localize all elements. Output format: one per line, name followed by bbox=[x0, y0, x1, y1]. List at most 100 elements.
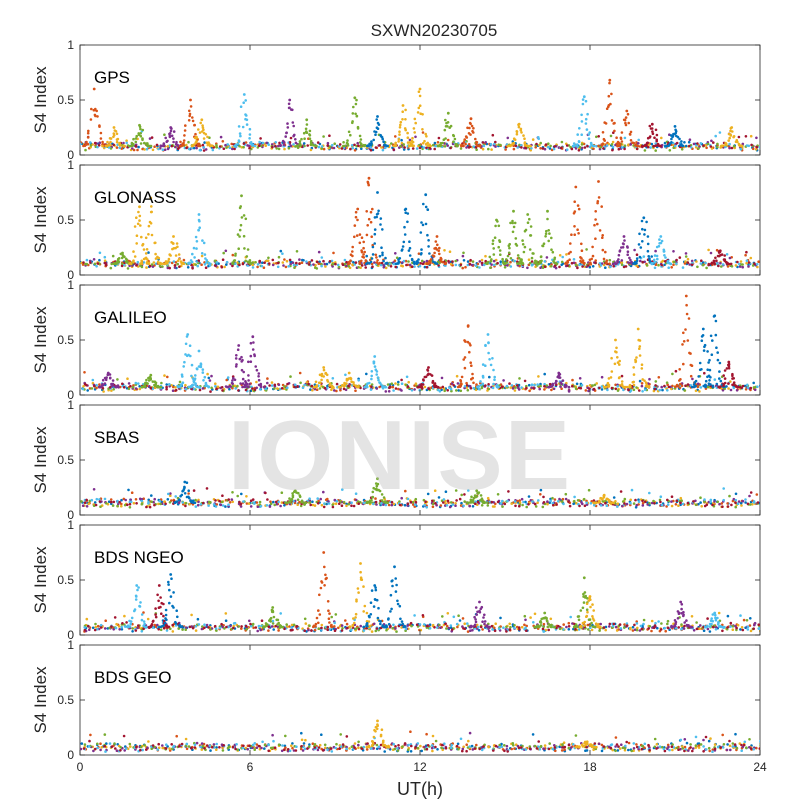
data-point bbox=[112, 504, 115, 507]
data-point bbox=[242, 101, 245, 104]
data-point bbox=[508, 243, 511, 246]
data-point bbox=[202, 371, 205, 374]
data-point bbox=[516, 130, 519, 133]
data-point bbox=[454, 260, 457, 263]
data-point bbox=[215, 505, 218, 508]
data-point bbox=[712, 386, 715, 389]
data-point bbox=[545, 143, 548, 146]
data-point bbox=[438, 247, 441, 250]
data-point bbox=[381, 254, 384, 257]
data-point bbox=[277, 266, 280, 269]
data-point bbox=[370, 261, 373, 264]
data-point bbox=[696, 266, 699, 269]
data-point bbox=[674, 125, 677, 128]
data-point bbox=[705, 144, 708, 147]
data-point bbox=[147, 501, 150, 504]
data-point bbox=[471, 125, 474, 128]
data-point bbox=[609, 501, 612, 504]
data-point bbox=[588, 489, 591, 492]
data-point bbox=[90, 118, 93, 121]
data-point bbox=[497, 501, 500, 504]
data-point bbox=[351, 144, 354, 147]
data-point bbox=[678, 368, 681, 371]
data-point bbox=[433, 252, 436, 255]
data-point bbox=[134, 255, 137, 258]
data-point bbox=[475, 489, 478, 492]
data-point bbox=[638, 389, 641, 392]
data-point bbox=[482, 148, 485, 151]
data-point bbox=[514, 139, 517, 142]
data-point bbox=[508, 252, 511, 255]
data-point bbox=[135, 498, 138, 501]
data-point bbox=[305, 118, 308, 121]
data-point bbox=[623, 235, 626, 238]
data-point bbox=[690, 364, 693, 367]
data-point bbox=[153, 504, 156, 507]
data-point bbox=[108, 143, 111, 146]
data-point bbox=[641, 240, 644, 243]
data-point bbox=[197, 259, 200, 262]
data-point bbox=[357, 127, 360, 130]
data-point bbox=[639, 345, 642, 348]
data-point bbox=[135, 502, 138, 505]
data-point bbox=[303, 137, 306, 140]
data-point bbox=[597, 135, 600, 138]
data-point bbox=[333, 142, 336, 145]
data-point bbox=[164, 503, 167, 506]
data-point bbox=[400, 121, 403, 124]
data-point bbox=[86, 259, 89, 262]
data-point bbox=[641, 382, 644, 385]
data-point bbox=[353, 96, 356, 99]
data-point bbox=[482, 375, 485, 378]
data-point bbox=[197, 501, 200, 504]
data-point bbox=[394, 382, 397, 385]
data-point bbox=[742, 385, 745, 388]
data-point bbox=[244, 384, 247, 387]
data-point bbox=[426, 234, 429, 237]
data-point bbox=[187, 492, 190, 495]
data-point bbox=[115, 386, 118, 389]
data-point bbox=[310, 149, 313, 152]
data-point bbox=[447, 500, 450, 503]
data-point bbox=[652, 500, 655, 503]
data-point bbox=[240, 505, 243, 508]
data-point bbox=[377, 210, 380, 213]
data-point bbox=[681, 343, 684, 346]
data-point bbox=[351, 246, 354, 249]
data-point bbox=[338, 502, 341, 505]
data-point bbox=[648, 502, 651, 505]
data-point bbox=[273, 387, 276, 390]
data-point bbox=[364, 266, 367, 269]
data-point bbox=[188, 119, 191, 122]
data-point bbox=[635, 504, 638, 507]
data-point bbox=[592, 265, 595, 268]
data-point bbox=[588, 387, 591, 390]
data-point bbox=[707, 143, 710, 146]
data-point bbox=[270, 503, 273, 506]
data-point bbox=[324, 265, 327, 268]
data-point bbox=[512, 231, 515, 234]
data-point bbox=[400, 389, 403, 392]
data-point bbox=[188, 110, 191, 113]
data-point bbox=[260, 386, 263, 389]
data-point bbox=[85, 141, 88, 144]
data-point bbox=[316, 497, 319, 500]
data-point bbox=[550, 265, 553, 268]
data-point bbox=[518, 377, 521, 380]
data-point bbox=[243, 142, 246, 145]
data-point bbox=[481, 387, 484, 390]
data-point bbox=[383, 496, 386, 499]
data-point bbox=[128, 388, 131, 391]
data-point bbox=[374, 133, 377, 136]
data-point bbox=[286, 260, 289, 263]
data-point bbox=[331, 386, 334, 389]
data-point bbox=[617, 258, 620, 261]
data-point bbox=[90, 144, 93, 147]
data-point bbox=[195, 140, 198, 143]
data-point bbox=[246, 119, 249, 122]
data-point bbox=[355, 216, 358, 219]
data-point bbox=[470, 364, 473, 367]
data-point bbox=[618, 363, 621, 366]
data-point bbox=[298, 501, 301, 504]
data-point bbox=[113, 126, 116, 129]
